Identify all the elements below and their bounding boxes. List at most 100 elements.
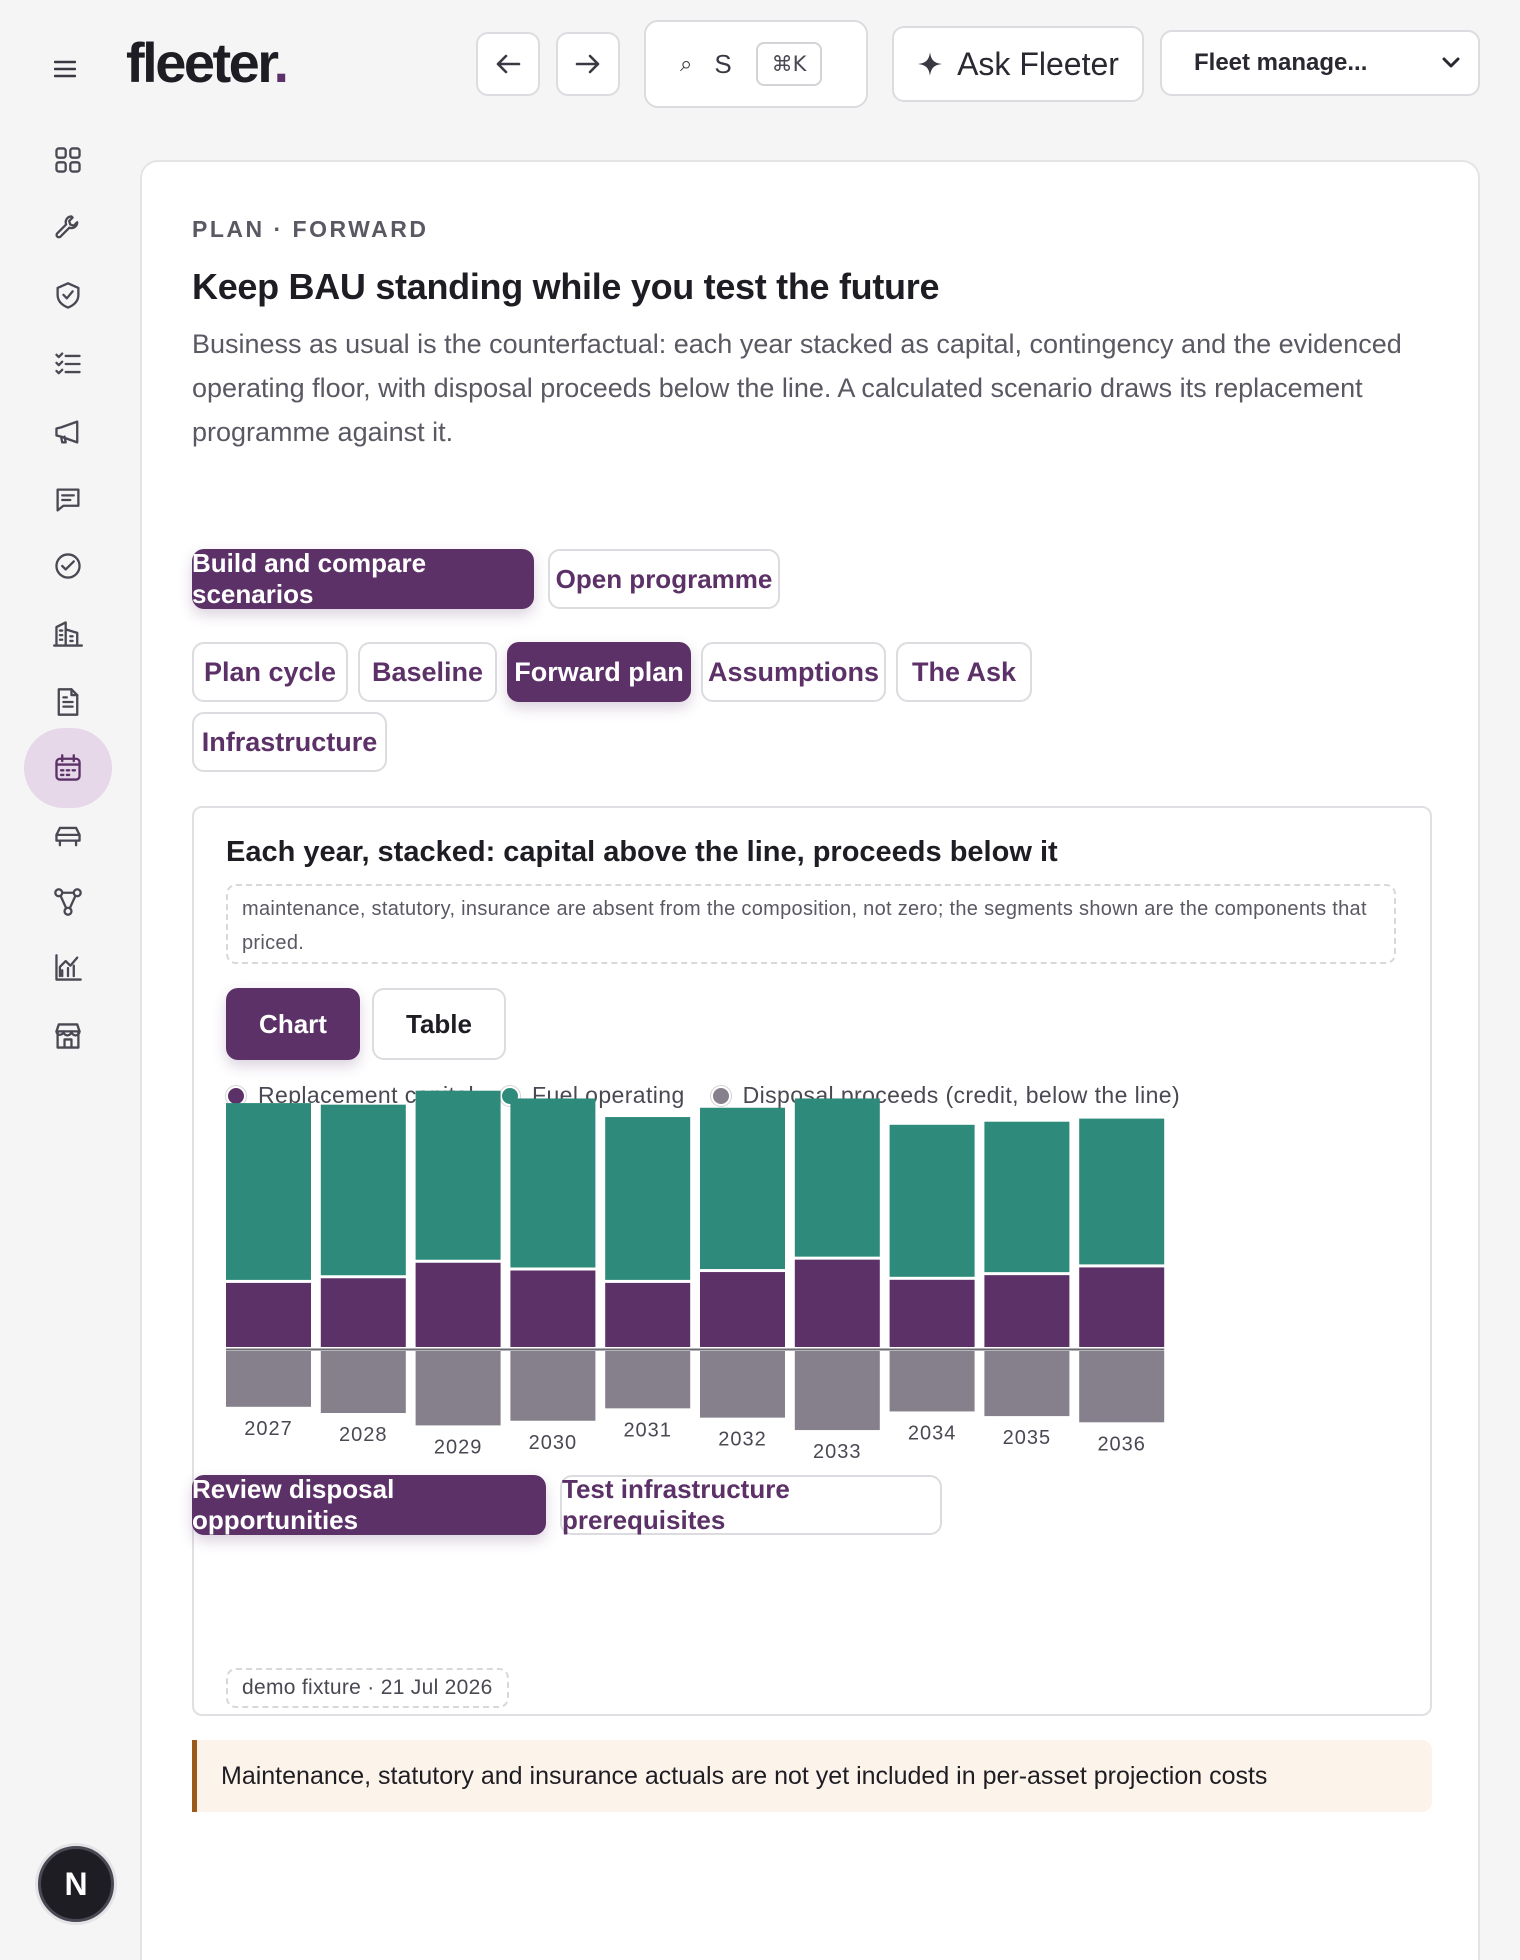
- calendar-icon: [55, 754, 81, 781]
- bar-fuel-operating: [415, 1090, 501, 1260]
- tab-forward-plan[interactable]: Forward plan: [507, 642, 691, 702]
- sidebar-item-check-circle[interactable]: [24, 526, 112, 606]
- menu-toggle[interactable]: [48, 52, 82, 86]
- bar-replacement-capital: [320, 1278, 406, 1347]
- sidebar-item-wrench[interactable]: [24, 188, 112, 268]
- sidebar-item-document[interactable]: [24, 662, 112, 742]
- logo-text: fleeter: [126, 31, 276, 94]
- sidebar-item-car[interactable]: [24, 796, 112, 876]
- bar-disposal-proceeds: [700, 1351, 785, 1418]
- arrow-right-icon: [575, 54, 600, 74]
- back-button[interactable]: [476, 32, 540, 96]
- fixture-badge: demo fixture · 21 Jul 2026: [226, 1668, 509, 1708]
- car-icon: [55, 826, 81, 847]
- chart-note: maintenance, statutory, insurance are ab…: [226, 884, 1396, 964]
- bar-replacement-capital: [605, 1282, 691, 1347]
- x-tick-label: 2036: [1097, 1433, 1146, 1455]
- message-icon: [56, 488, 80, 512]
- bar-disposal-proceeds: [226, 1351, 311, 1407]
- hamburger-icon: [54, 60, 76, 78]
- shortcut-badge: ⌘K: [755, 42, 823, 86]
- bar-replacement-capital: [700, 1272, 785, 1347]
- sidebar-item-calendar[interactable]: [24, 728, 112, 808]
- chart-icon: [55, 954, 82, 981]
- bar-replacement-capital: [226, 1282, 311, 1347]
- sidebar-item-message[interactable]: [24, 460, 112, 540]
- bar-replacement-capital: [1079, 1267, 1165, 1347]
- bar-disposal-proceeds: [320, 1351, 406, 1413]
- review-disposal-button[interactable]: Review disposal opportunities: [192, 1474, 546, 1535]
- view-table-toggle[interactable]: Table: [372, 988, 506, 1060]
- organisation-select-value: Fleet manage...: [1194, 49, 1368, 76]
- avatar[interactable]: N: [38, 1846, 114, 1922]
- avatar-initial: N: [64, 1865, 88, 1902]
- ask-fleeter-label: Ask Fleeter: [957, 45, 1119, 82]
- page-description: Business as usual is the counterfactual:…: [192, 329, 1402, 447]
- bar-fuel-operating: [226, 1103, 311, 1280]
- bar-disposal-proceeds: [415, 1351, 501, 1426]
- bar-replacement-capital: [984, 1275, 1070, 1347]
- document-icon: [57, 688, 79, 716]
- sidebar-item-store[interactable]: [24, 996, 112, 1076]
- bar-replacement-capital: [415, 1262, 501, 1347]
- x-tick-label: 2035: [1003, 1427, 1052, 1449]
- tab-the-ask[interactable]: The Ask: [896, 642, 1032, 702]
- sidebar-item-dashboard-grid[interactable]: [24, 120, 112, 200]
- sidebar-item-chart[interactable]: [24, 928, 112, 1008]
- top-bar: fleeter. ⌕ S ⌘K Ask Fleeter Fleet manage…: [0, 0, 1520, 130]
- organisation-select[interactable]: Fleet manage...: [1160, 30, 1480, 96]
- sidebar-item-shield-check[interactable]: [24, 256, 112, 336]
- logo-dot: .: [273, 31, 290, 94]
- search-icon: ⌕: [680, 51, 693, 76]
- chart-legend: Replacement capital Fuel operating Disposa…: [226, 1082, 1180, 1109]
- legend-item-fuel-operating: Fuel operating: [500, 1082, 685, 1109]
- x-tick-label: 2028: [339, 1424, 388, 1446]
- tab-infrastructure[interactable]: Infrastructure: [192, 712, 387, 772]
- bar-fuel-operating: [510, 1098, 596, 1268]
- bar-fuel-operating: [984, 1121, 1070, 1273]
- x-tick-label: 2027: [244, 1418, 293, 1440]
- bar-fuel-operating: [320, 1104, 406, 1276]
- ask-fleeter-button[interactable]: Ask Fleeter: [892, 26, 1144, 102]
- network-icon: [54, 888, 82, 916]
- page-title: Keep BAU standing while you test the fut…: [192, 266, 940, 307]
- chart-title: Each year, stacked: capital above the li…: [226, 836, 1058, 868]
- app-logo[interactable]: fleeter.: [126, 30, 290, 95]
- sparkle-icon: [918, 52, 943, 76]
- checklist-icon: [55, 352, 81, 375]
- build-compare-scenarios-button[interactable]: Build and compare scenarios: [192, 548, 534, 609]
- bar-replacement-capital: [794, 1259, 880, 1347]
- forward-button[interactable]: [556, 32, 620, 96]
- x-tick-label: 2033: [813, 1441, 862, 1463]
- sidebar-item-checklist[interactable]: [24, 324, 112, 404]
- bar-fuel-operating: [700, 1107, 785, 1270]
- building-icon: [53, 621, 83, 647]
- dashboard-grid-icon: [55, 147, 81, 173]
- bar-disposal-proceeds: [794, 1351, 880, 1431]
- open-programme-button[interactable]: Open programme: [548, 549, 780, 609]
- x-tick-label: 2029: [434, 1436, 483, 1458]
- wrench-icon: [55, 215, 79, 239]
- megaphone-icon: [55, 420, 79, 444]
- bar-replacement-capital: [889, 1279, 975, 1347]
- chevron-down-icon: [1442, 57, 1460, 68]
- page-eyebrow: PLAN · FORWARD: [192, 216, 429, 242]
- bar-fuel-operating: [605, 1117, 691, 1280]
- check-circle-icon: [55, 553, 81, 579]
- sidebar-item-network[interactable]: [24, 862, 112, 942]
- tab-plan-cycle[interactable]: Plan cycle: [192, 642, 348, 702]
- test-infrastructure-button[interactable]: Test infrastructure prerequisites: [560, 1474, 942, 1535]
- search-text: S: [714, 48, 732, 79]
- search-input[interactable]: ⌕ S ⌘K: [644, 20, 868, 108]
- tab-baseline[interactable]: Baseline: [358, 642, 497, 702]
- tab-assumptions[interactable]: Assumptions: [701, 642, 886, 702]
- x-tick-label: 2034: [908, 1422, 957, 1444]
- view-chart-toggle[interactable]: Chart: [226, 988, 360, 1060]
- bar-fuel-operating: [794, 1098, 880, 1257]
- sidebar-item-megaphone[interactable]: [24, 392, 112, 472]
- bar-disposal-proceeds: [605, 1351, 691, 1409]
- sidebar-item-building[interactable]: [24, 594, 112, 674]
- bar-disposal-proceeds: [510, 1351, 596, 1421]
- bar-fuel-operating: [889, 1124, 975, 1277]
- main-card: PLAN · FORWARD Keep BAU standing while y…: [140, 160, 1480, 1960]
